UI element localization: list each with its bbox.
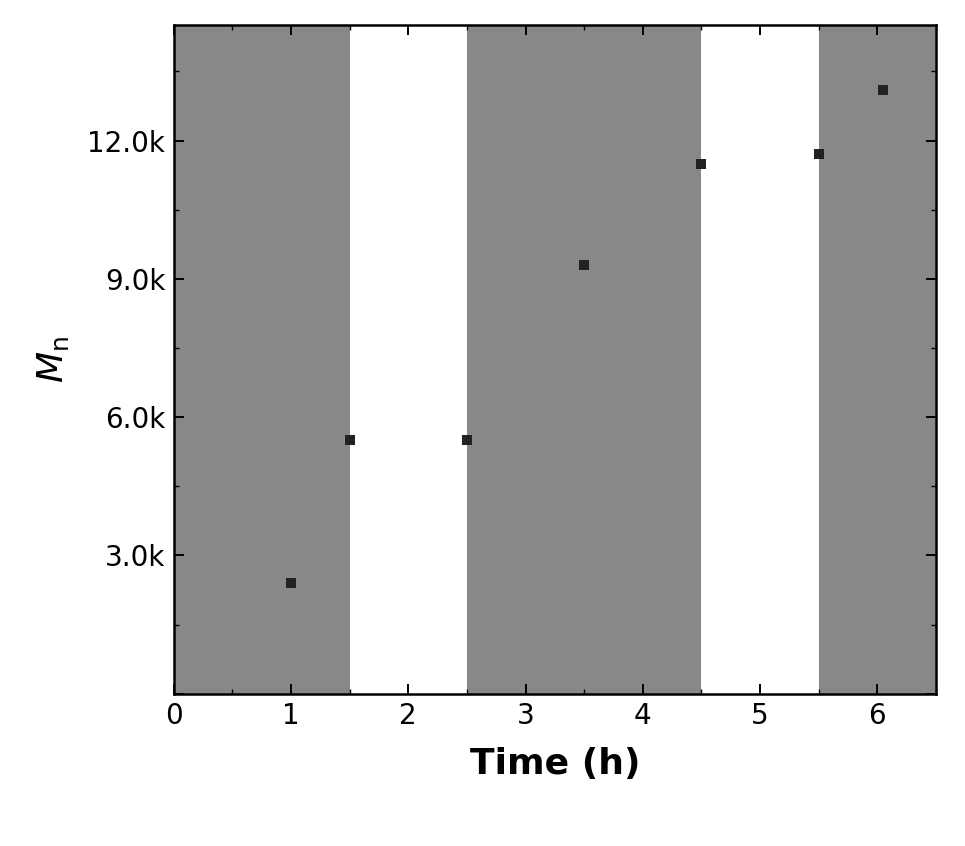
- Point: [284, 576, 299, 590]
- Point: [694, 157, 709, 170]
- Bar: [818, 25, 936, 694]
- Point: [811, 148, 826, 162]
- Bar: [174, 25, 349, 694]
- Point: [459, 433, 475, 447]
- Point: [875, 83, 891, 96]
- X-axis label: Time (h): Time (h): [470, 747, 640, 781]
- Point: [342, 433, 357, 447]
- Bar: [467, 25, 702, 694]
- Point: [576, 258, 592, 272]
- Y-axis label: $\mathit{M}_{\mathrm{n}}$: $\mathit{M}_{\mathrm{n}}$: [35, 336, 70, 383]
